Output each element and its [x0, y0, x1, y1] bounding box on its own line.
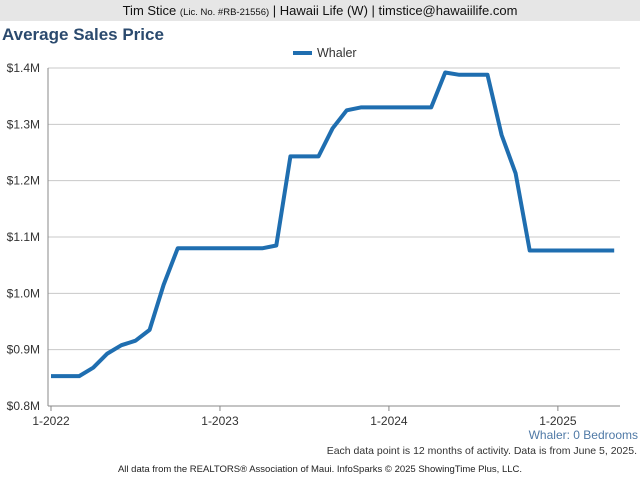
data-note: Each data point is 12 months of activity… [326, 445, 637, 457]
y-tick-label: $1.3M [7, 117, 40, 131]
series-note: Whaler: 0 Bedrooms [528, 428, 638, 442]
agent-banner: Tim Stice (Lic. No. #RB-21556) | Hawaii … [0, 0, 640, 21]
y-tick-label: $0.9M [7, 343, 40, 357]
x-tick-label: 1-2023 [201, 414, 239, 428]
y-tick-label: $1.2M [7, 174, 40, 188]
series-line-whaler [51, 70, 615, 379]
legend-label: Whaler [317, 46, 357, 60]
y-tick-label: $1.1M [7, 230, 40, 244]
x-tick-label: 1-2024 [370, 414, 408, 428]
legend-swatch [293, 51, 312, 55]
license-number: (Lic. No. #RB-21556) [179, 7, 270, 18]
agent-contact: | Hawaii Life (W) | timstice@hawaiilife.… [272, 3, 518, 18]
y-tick-label: $0.8M [7, 399, 40, 413]
footer-credit: All data from the REALTORS® Association … [117, 464, 523, 475]
y-tick-label: $1.4M [7, 61, 40, 75]
x-tick-label: 1-2025 [539, 414, 577, 428]
y-tick-label: $1.0M [7, 286, 40, 300]
agent-name: Tim Stice [122, 3, 177, 18]
chart-legend: Whaler [293, 46, 357, 60]
x-tick-label: 1-2022 [32, 414, 70, 428]
chart-title: Average Sales Price [2, 25, 164, 44]
